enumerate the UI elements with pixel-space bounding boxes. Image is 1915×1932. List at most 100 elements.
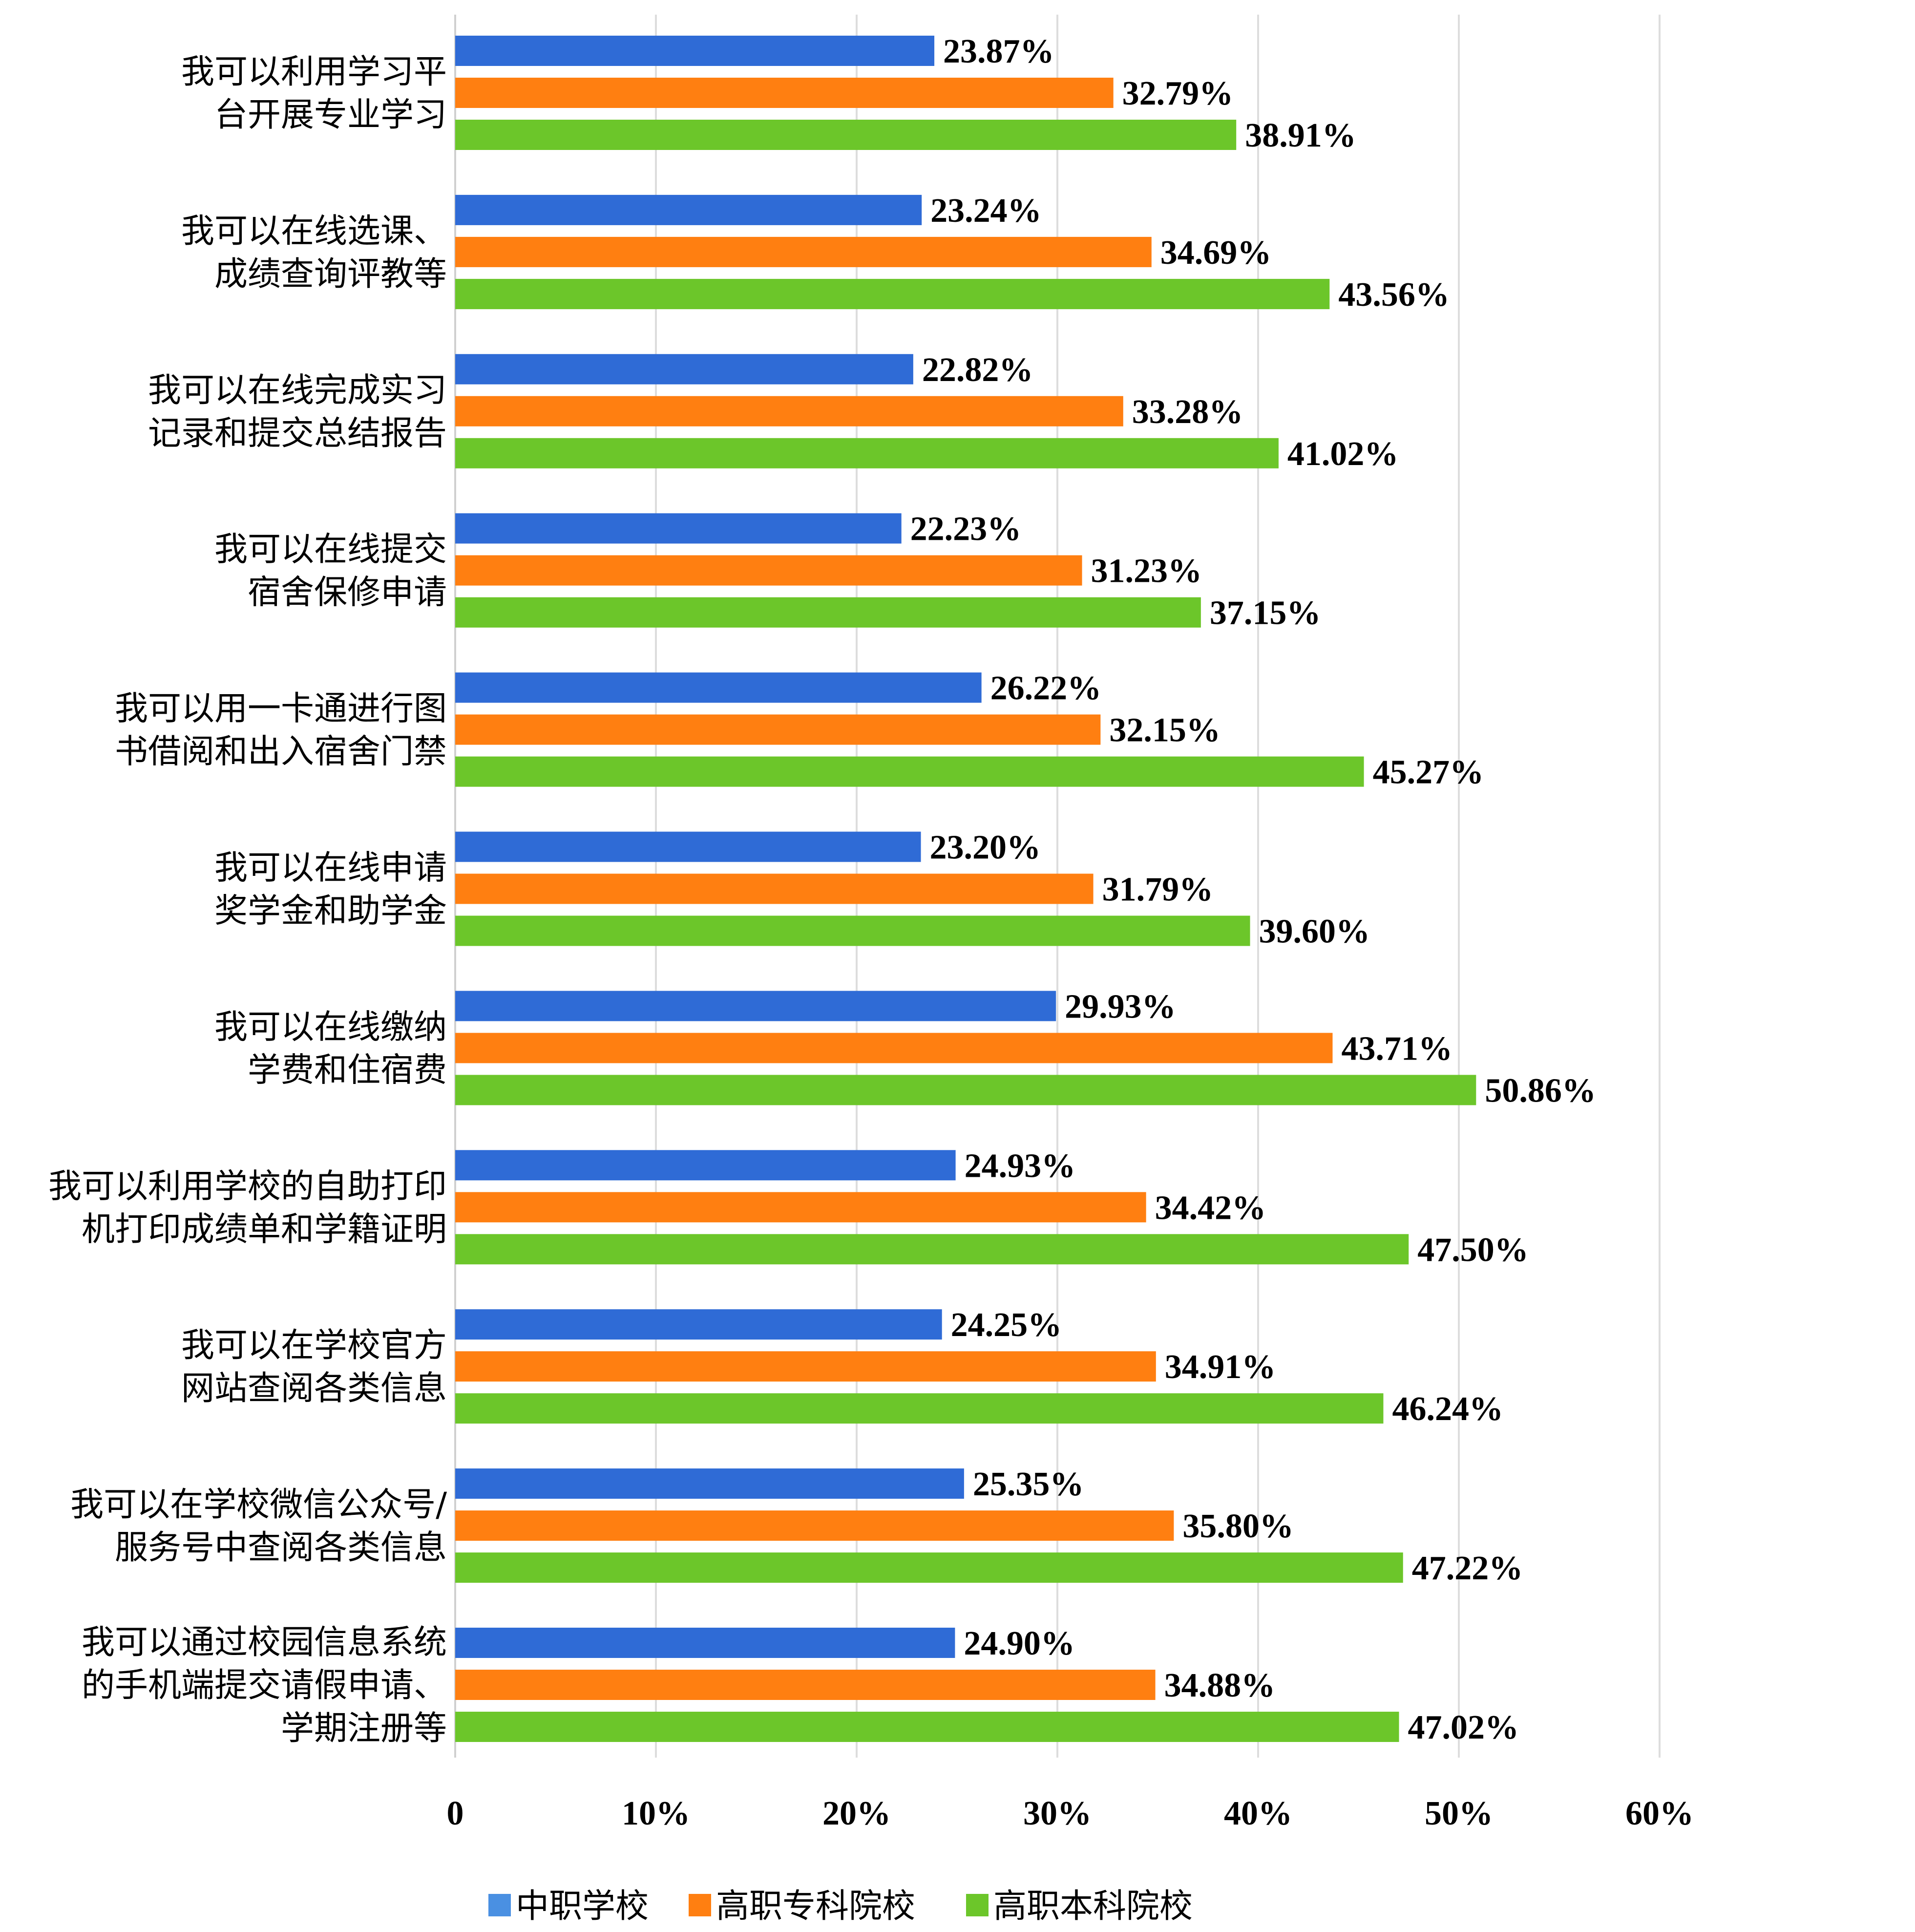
legend-marker	[689, 1894, 711, 1916]
bar	[455, 831, 921, 862]
data-label: 47.50%	[1417, 1231, 1529, 1269]
legend-label: 高职专科院校	[716, 1887, 915, 1926]
data-label: 45.27%	[1373, 754, 1484, 791]
legend: 中职学校 高职专科院校 高职本科院校	[488, 1887, 1193, 1926]
bar	[455, 1150, 956, 1181]
category-label: 宿舍保修申请	[248, 573, 447, 612]
data-label: 23.87%	[943, 33, 1054, 70]
data-label: 31.23%	[1091, 552, 1202, 590]
category-label: 学费和住宿费	[248, 1051, 447, 1089]
x-tick-label: 30%	[1023, 1795, 1092, 1832]
bar	[455, 1393, 1384, 1424]
category-label: 记录和提交总结报告	[148, 414, 447, 453]
bar	[455, 236, 1152, 267]
data-label: 22.23%	[910, 510, 1021, 548]
bar	[455, 1075, 1476, 1105]
category-label: 我可以在线缴纳	[214, 1008, 447, 1046]
category-labels: 我可以利用学习平台开展专业学习我可以在线选课、成绩查询评教等我可以在线完成实习记…	[48, 53, 447, 1748]
category-label: 我可以利用学校的自助打印	[48, 1167, 447, 1206]
bar	[455, 1468, 964, 1499]
bar	[455, 36, 935, 66]
x-tick-label: 50%	[1425, 1795, 1493, 1832]
data-label: 23.24%	[930, 192, 1042, 230]
x-tick-label: 0	[447, 1795, 464, 1832]
x-tick-label: 10%	[622, 1795, 690, 1832]
data-label: 50.86%	[1485, 1072, 1596, 1109]
category-label: 奖学金和助学金	[214, 892, 447, 931]
data-label: 37.15%	[1210, 594, 1321, 632]
category-label: 服务号中查阅各类信息	[115, 1529, 447, 1567]
bar	[455, 672, 982, 703]
bar	[455, 991, 1056, 1021]
data-label: 47.22%	[1412, 1550, 1523, 1587]
data-label: 38.91%	[1245, 117, 1356, 154]
data-label: 34.88%	[1164, 1667, 1276, 1704]
bar	[455, 278, 1330, 309]
data-label: 34.42%	[1155, 1189, 1266, 1227]
bar	[455, 555, 1082, 586]
data-label: 29.93%	[1065, 988, 1176, 1025]
bar	[455, 120, 1237, 150]
bar	[455, 513, 902, 544]
category-label: 书借阅和出入宿舍门禁	[115, 733, 447, 771]
category-label: 台开展专业学习	[214, 96, 447, 134]
data-label: 35.80%	[1182, 1507, 1294, 1545]
category-label: 我可以利用学习平	[181, 53, 447, 91]
data-label: 31.79%	[1102, 871, 1214, 909]
data-label: 47.02%	[1408, 1709, 1519, 1746]
data-label: 24.25%	[951, 1306, 1062, 1344]
legend-label: 高职本科院校	[993, 1887, 1193, 1926]
legend-label: 中职学校	[516, 1887, 649, 1926]
x-tick-label: 20%	[822, 1795, 891, 1832]
data-label: 46.24%	[1392, 1390, 1503, 1428]
bar	[455, 1670, 1156, 1700]
bar	[455, 714, 1101, 745]
data-label: 34.91%	[1165, 1348, 1276, 1386]
data-label: 22.82%	[922, 351, 1033, 389]
data-label: 26.22%	[990, 670, 1102, 707]
data-label: 23.20%	[930, 829, 1041, 867]
bar	[455, 1510, 1174, 1541]
data-label: 39.60%	[1259, 913, 1370, 951]
x-tick-label: 40%	[1224, 1795, 1292, 1832]
x-tick-label: 60%	[1625, 1795, 1694, 1832]
bar	[455, 194, 922, 225]
category-label: 我可以在学校微信公众号/	[70, 1486, 447, 1524]
bar	[455, 1351, 1156, 1382]
bar	[455, 1712, 1399, 1742]
bar	[455, 1033, 1333, 1063]
bar	[455, 1192, 1146, 1223]
x-tick-labels: 0 10% 20% 30% 40% 50% 60%	[447, 1795, 1694, 1832]
bars-group: 23.87% 32.79% 38.91% 23.24% 34.69% 43.56% 22.8…	[455, 33, 1596, 1746]
bar	[455, 1234, 1409, 1265]
bar	[455, 915, 1250, 946]
bar	[455, 756, 1364, 787]
bar	[455, 78, 1114, 108]
category-label: 成绩查询评教等	[214, 255, 447, 294]
data-label: 32.15%	[1109, 712, 1221, 749]
category-label: 机打印成绩单和学籍证明	[82, 1210, 447, 1249]
category-label: 的手机端提交请假申请、	[82, 1666, 447, 1705]
data-label: 24.90%	[964, 1625, 1075, 1662]
data-label: 41.02%	[1287, 435, 1399, 473]
legend-marker	[966, 1894, 989, 1916]
bar	[455, 597, 1201, 628]
legend-marker	[488, 1894, 511, 1916]
bar	[455, 438, 1279, 468]
category-label: 我可以通过校园信息系统	[82, 1623, 447, 1662]
category-label: 我可以在线申请	[214, 849, 447, 888]
data-label: 43.71%	[1341, 1030, 1452, 1067]
data-label: 34.69%	[1160, 234, 1272, 272]
data-label: 25.35%	[973, 1465, 1084, 1503]
category-label: 我可以在线选课、	[181, 212, 447, 251]
category-label: 我可以用一卡通进行图	[115, 690, 447, 728]
category-label: 网站查阅各类信息	[181, 1369, 447, 1408]
category-label: 我可以在线完成实习	[148, 371, 447, 410]
data-label: 33.28%	[1132, 393, 1243, 431]
bar	[455, 873, 1094, 904]
bar	[455, 1552, 1403, 1583]
bar	[455, 1309, 942, 1340]
bar	[455, 354, 913, 384]
bar	[455, 1628, 955, 1658]
